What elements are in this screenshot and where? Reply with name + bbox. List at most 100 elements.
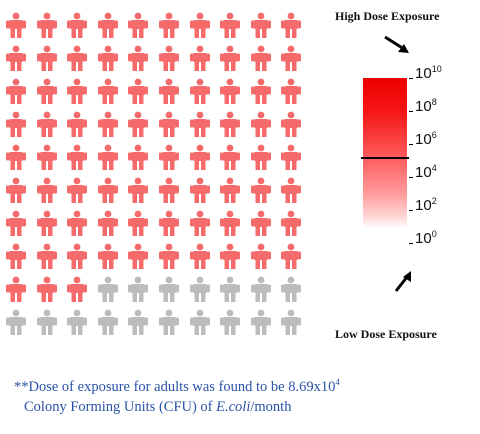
person-icon [97,243,118,269]
person-icon [250,78,271,104]
person-icon [250,111,271,137]
person-icon [281,144,302,170]
person-icon [36,111,57,137]
person-icon [250,210,271,236]
dose-colorbar [363,78,407,228]
exposure-threshold-line [361,157,409,159]
person-icon [128,144,149,170]
person-icon [36,210,57,236]
person-icon [220,45,241,71]
person-icon [36,309,57,335]
person-icon [97,210,118,236]
person-icon [36,276,57,302]
person-icon [128,111,149,137]
person-icon [6,243,26,269]
person-icon [6,177,26,203]
person-icon [6,309,26,335]
person-icon [281,12,302,38]
person-icon [189,12,210,38]
person-icon [189,144,210,170]
person-icon [67,177,88,203]
person-icon [67,45,88,71]
person-icon [67,78,88,104]
person-icon [281,78,302,104]
person-icon [250,276,271,302]
person-icon [159,243,179,269]
high-dose-label: High Dose Exposure [335,9,440,23]
person-icon [128,210,149,236]
person-icon [67,144,88,170]
person-icon [67,210,88,236]
low-dose-label: Low Dose Exposure [335,327,437,341]
tick-label-1e0: 100 [415,229,437,247]
tick-label-1e4: 104 [415,163,437,181]
person-icon [97,111,118,137]
person-icon [128,12,149,38]
person-icon [159,210,179,236]
person-icon [281,309,302,335]
person-icon [281,45,302,71]
tick-mark [409,177,413,178]
person-icon [159,276,179,302]
person-icon [250,243,271,269]
person-icon [97,177,118,203]
person-icon [97,144,118,170]
person-icon [128,78,149,104]
person-icon [159,45,179,71]
person-icon [67,276,88,302]
people-grid [6,12,302,335]
person-icon [250,177,271,203]
person-icon [281,243,302,269]
person-icon [220,12,241,38]
person-icon [159,309,179,335]
person-icon [281,210,302,236]
person-icon [6,78,26,104]
person-icon [159,144,179,170]
person-icon [189,78,210,104]
person-icon [36,177,57,203]
person-icon [159,177,179,203]
person-icon [220,78,241,104]
person-icon [128,309,149,335]
person-icon [220,276,241,302]
person-icon [250,309,271,335]
person-icon [250,144,271,170]
person-icon [36,78,57,104]
tick-label-1e2: 102 [415,196,437,214]
person-icon [220,144,241,170]
tick-mark [409,78,413,79]
arrow-down-right-icon [384,35,409,53]
person-icon [220,309,241,335]
person-icon [97,12,118,38]
person-icon [36,12,57,38]
person-icon [67,243,88,269]
person-icon [67,12,88,38]
person-icon [189,276,210,302]
person-icon [6,210,26,236]
person-icon [6,111,26,137]
person-icon [281,111,302,137]
person-icon [159,111,179,137]
person-icon [128,276,149,302]
person-icon [189,111,210,137]
person-icon [128,177,149,203]
person-icon [189,177,210,203]
person-icon [36,45,57,71]
person-icon [189,243,210,269]
person-icon [281,276,302,302]
person-icon [67,309,88,335]
person-icon [97,45,118,71]
person-icon [281,177,302,203]
person-icon [159,12,179,38]
person-icon [36,144,57,170]
person-icon [6,12,26,38]
person-icon [220,177,241,203]
person-icon [97,78,118,104]
person-icon [250,12,271,38]
person-icon [6,45,26,71]
person-icon [189,45,210,71]
person-icon [6,144,26,170]
dose-scale: High Dose Exposure 1010 108 106 104 102 … [330,0,480,350]
person-icon [220,210,241,236]
tick-mark [409,243,413,244]
